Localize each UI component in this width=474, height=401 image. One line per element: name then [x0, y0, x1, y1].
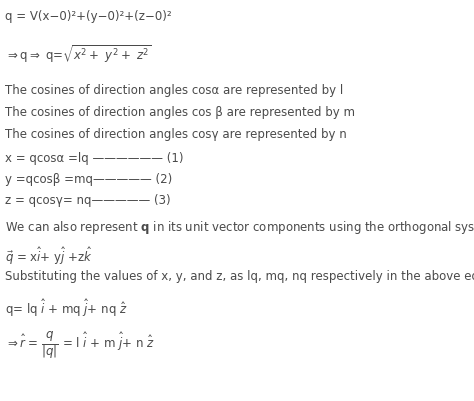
Text: q= lq $\hat{i}$ + mq $\hat{j}$+ nq $\hat{z}$: q= lq $\hat{i}$ + mq $\hat{j}$+ nq $\hat… — [5, 296, 128, 318]
Text: z = qcosγ= nq————— (3): z = qcosγ= nq————— (3) — [5, 194, 171, 207]
Text: $\Rightarrow$$\hat{r}$ = $\dfrac{q}{|q|}$ = l $\hat{i}$ + m $\hat{j}$+ n $\hat{z: $\Rightarrow$$\hat{r}$ = $\dfrac{q}{|q|}… — [5, 329, 155, 360]
Text: Substituting the values of x, y, and z, as lq, mq, nq respectively in the above : Substituting the values of x, y, and z, … — [5, 269, 474, 282]
Text: The cosines of direction angles cos β are represented by m: The cosines of direction angles cos β ar… — [5, 106, 355, 119]
Text: $\Rightarrow$q$\Rightarrow$ q=$\sqrt{x^2 + \ y^2 + \ z^2}$: $\Rightarrow$q$\Rightarrow$ q=$\sqrt{x^2… — [5, 44, 152, 66]
Text: $\vec{q}$ = x$\hat{i}$+ y$\hat{j}$ +z$\hat{k}$: $\vec{q}$ = x$\hat{i}$+ y$\hat{j}$ +z$\h… — [5, 244, 93, 266]
Text: The cosines of direction angles cosγ are represented by n: The cosines of direction angles cosγ are… — [5, 128, 347, 141]
Text: x = qcosα =lq —————— (1): x = qcosα =lq —————— (1) — [5, 152, 183, 164]
Text: y =qcosβ =mq————— (2): y =qcosβ =mq————— (2) — [5, 172, 172, 186]
Text: The cosines of direction angles cosα are represented by l: The cosines of direction angles cosα are… — [5, 84, 343, 97]
Text: We can also represent $\mathbf{q}$ in its unit vector components using the ortho: We can also represent $\mathbf{q}$ in it… — [5, 219, 474, 235]
Text: q = V(x−0)²+(y−0)²+(z−0)²: q = V(x−0)²+(y−0)²+(z−0)² — [5, 10, 172, 23]
